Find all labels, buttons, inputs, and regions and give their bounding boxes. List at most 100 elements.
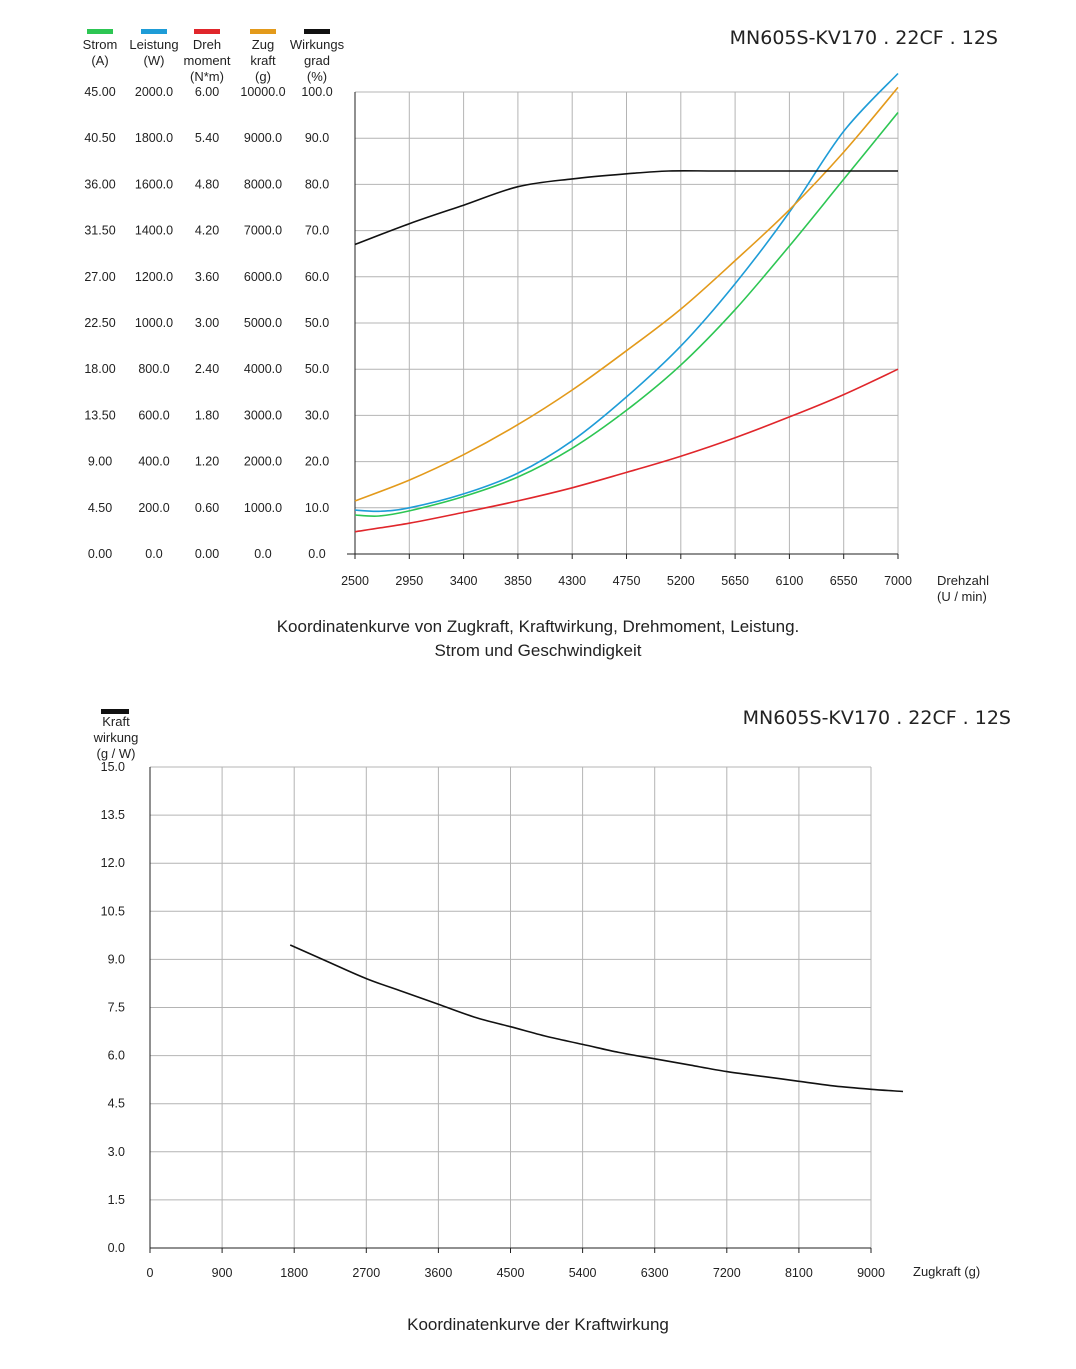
chart1-legend-label-strom: Strom (83, 37, 118, 52)
chart2-x-tick-label: 4500 (497, 1266, 525, 1280)
chart2-y-tick-label: 3.0 (108, 1145, 125, 1159)
chart2-model-label: MN605S-KV170 . 22CF . 12S (743, 707, 1011, 729)
chart1-y-tick-label-leistung: 1000.0 (135, 316, 173, 330)
chart1-y-tick-label-leistung: 600.0 (138, 408, 169, 422)
chart1-y-tick-label-zugkraft: 3000.0 (244, 408, 282, 422)
chart1-x-tick-label: 4750 (613, 574, 641, 588)
chart1-legend-label-leistung: (W) (144, 53, 165, 68)
chart1-series-line-drehmoment (354, 368, 899, 533)
chart1-series-line-strom (354, 111, 899, 517)
chart2-ylabel-line2: wirkung (93, 730, 139, 745)
chart1-y-tick-label-wirkungsgrad: 50.0 (305, 362, 329, 376)
chart1-y-tick-label-zugkraft: 8000.0 (244, 177, 282, 191)
chart1-axes (347, 92, 899, 559)
chart1-x-tick-label: 7000 (884, 574, 912, 588)
chart1-y-tick-label-drehmoment: 2.40 (195, 362, 219, 376)
chart1-x-tick-label: 6550 (830, 574, 858, 588)
chart1-y-tick-label-zugkraft: 9000.0 (244, 131, 282, 145)
chart1-legend-label-zugkraft: kraft (250, 53, 276, 68)
chart1-title: Koordinatenkurve von Zugkraft, Kraftwirk… (277, 617, 800, 636)
chart1-y-tick-label-strom: 0.00 (88, 547, 112, 561)
chart1-legend-label-wirkungsgrad: Wirkungs (290, 37, 345, 52)
chart2-x-tick-label: 1800 (280, 1266, 308, 1280)
chart2-grid (149, 766, 872, 1249)
chart2-y-tick-label: 6.0 (108, 1049, 125, 1063)
chart2-x-tick-label: 5400 (569, 1266, 597, 1280)
chart1-legend-swatch-zugkraft (250, 29, 276, 34)
chart1-y-tick-label-wirkungsgrad: 90.0 (305, 131, 329, 145)
chart1-y-tick-label-strom: 31.50 (84, 224, 115, 238)
chart1-x-tick-label: 2950 (395, 574, 423, 588)
chart1-y-tick-label-leistung: 0.0 (145, 547, 162, 561)
chart2-series-line-0 (289, 944, 904, 1093)
chart1-y-tick-label-wirkungsgrad: 60.0 (305, 270, 329, 284)
chart1-legend-label-zugkraft: Zug (252, 37, 274, 52)
chart1-y-tick-label-drehmoment: 4.20 (195, 224, 219, 238)
chart1-y-tick-label-strom: 4.50 (88, 501, 112, 515)
chart2-y-tick-label: 4.5 (108, 1097, 125, 1111)
chart1-y-tick-label-drehmoment: 1.20 (195, 455, 219, 469)
chart1-legend-label-zugkraft: (g) (255, 69, 271, 84)
chart1-series-line-leistung (354, 72, 899, 513)
chart1-x-tick-label: 5650 (721, 574, 749, 588)
chart1-y-tick-label-leistung: 1800.0 (135, 131, 173, 145)
chart1-series-line-zugkraft (354, 86, 899, 502)
chart1-y-tick-label-wirkungsgrad: 30.0 (305, 408, 329, 422)
chart1-y-tick-label-zugkraft: 10000.0 (240, 85, 285, 99)
chart2-y-tick-label: 9.0 (108, 952, 125, 966)
chart2-y-tick-label: 0.0 (108, 1241, 125, 1255)
chart1-y-tick-label-wirkungsgrad: 100.0 (301, 85, 332, 99)
chart1-y-tick-label-wirkungsgrad: 20.0 (305, 455, 329, 469)
chart1-y-tick-label-strom: 18.00 (84, 362, 115, 376)
chart1-x-tick-label: 3400 (450, 574, 478, 588)
chart1-legend-label-drehmoment: (N*m) (190, 69, 224, 84)
chart1-y-tick-label-zugkraft: 4000.0 (244, 362, 282, 376)
chart1-y-tick-label-drehmoment: 4.80 (195, 177, 219, 191)
chart1-series-line-wirkungsgrad (354, 169, 898, 246)
chart1-y-tick-label-wirkungsgrad: 70.0 (305, 224, 329, 238)
chart1-y-tick-label-strom: 13.50 (84, 408, 115, 422)
chart1-y-tick-label-wirkungsgrad: 80.0 (305, 177, 329, 191)
chart1-x-tick-label: 5200 (667, 574, 695, 588)
chart2-y-tick-label: 1.5 (108, 1193, 125, 1207)
chart2-xlabel: Zugkraft (g) (913, 1264, 980, 1279)
chart2-x-tick-labels: 0 900 1800 2700 3600 4500 5400 6300 7200 8100 9000 (147, 1266, 885, 1280)
chart1-x-tick-label: 2500 (341, 574, 369, 588)
chart1-y-tick-label-strom: 45.00 (84, 85, 115, 99)
chart1-y-tick-labels: 0.00 4.50 9.00 13.50 18.00 22.50 27.00 31.50 36.… (84, 85, 332, 561)
chart1-legend-label-wirkungsgrad: (%) (307, 69, 327, 84)
chart1-xlabel-line1: Drehzahl (937, 573, 989, 588)
chart2-x-tick-label: 900 (212, 1266, 233, 1280)
chart2-x-tick-label: 7200 (713, 1266, 741, 1280)
chart1-y-tick-label-drehmoment: 3.60 (195, 270, 219, 284)
chart1-y-tick-label-drehmoment: 0.60 (195, 501, 219, 515)
chart1-y-tick-label-wirkungsgrad: 10.0 (305, 501, 329, 515)
chart1-y-tick-label-drehmoment: 6.00 (195, 85, 219, 99)
chart1-legend-swatch-wirkungsgrad (304, 29, 330, 34)
chart1-y-tick-label-drehmoment: 1.80 (195, 408, 219, 422)
chart-efficiency-curve: MN605S-KV170 . 22CF . 12S Kraft wirkung … (93, 707, 1011, 1334)
chart1-y-tick-label-drehmoment: 3.00 (195, 316, 219, 330)
chart1-y-tick-label-leistung: 2000.0 (135, 85, 173, 99)
chart1-y-tick-label-zugkraft: 6000.0 (244, 270, 282, 284)
chart1-y-tick-label-zugkraft: 1000.0 (244, 501, 282, 515)
chart1-x-tick-label: 4300 (558, 574, 586, 588)
chart1-x-tick-label: 6100 (775, 574, 803, 588)
chart1-subtitle: Strom und Geschwindigkeit (435, 641, 642, 660)
chart1-series (354, 72, 899, 533)
chart1-y-tick-label-zugkraft: 7000.0 (244, 224, 282, 238)
chart1-y-tick-label-leistung: 1600.0 (135, 177, 173, 191)
chart1-legend-swatch-leistung (141, 29, 167, 34)
chart1-legend: Strom(A) Leistung(W) Drehmoment(N*m) Zugkra… (83, 29, 345, 84)
chart2-x-tick-label: 2700 (352, 1266, 380, 1280)
chart1-legend-label-drehmoment: Dreh (193, 37, 221, 52)
chart-speed-curves: MN605S-KV170 . 22CF . 12S Strom(A) Leistu… (83, 27, 998, 660)
chart1-y-tick-label-strom: 22.50 (84, 316, 115, 330)
chart2-x-tick-label: 8100 (785, 1266, 813, 1280)
chart1-y-tick-label-leistung: 400.0 (138, 455, 169, 469)
chart1-y-tick-label-leistung: 1400.0 (135, 224, 173, 238)
chart2-x-tick-label: 6300 (641, 1266, 669, 1280)
chart1-grid (354, 91, 899, 555)
chart1-legend-label-strom: (A) (91, 53, 108, 68)
